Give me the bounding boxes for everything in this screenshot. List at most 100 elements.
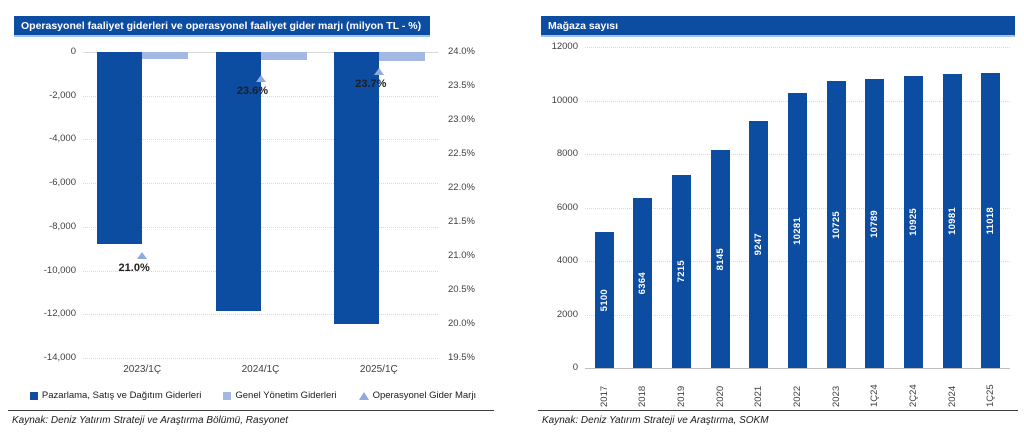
store-count-bar: 10281 xyxy=(788,92,807,368)
gridline xyxy=(83,314,438,316)
bar-genel-yonetim xyxy=(260,52,307,61)
right-chart-source: Kaynak: Deniz Yatırım Strateji ve Araştı… xyxy=(542,415,769,426)
store-count-bar: 10725 xyxy=(826,81,846,368)
legend-label: Genel Yönetim Giderleri xyxy=(235,390,337,401)
x-axis-year-label: 2019 xyxy=(673,373,691,407)
x-axis-year-label-text: 2021 xyxy=(753,385,765,407)
x-axis-year-label: 2017 xyxy=(595,373,613,407)
x-axis-year-label-text: 2023 xyxy=(830,385,842,407)
store-count-bar: 9247 xyxy=(749,120,769,368)
gridline xyxy=(83,226,438,228)
x-axis-year-label: 2024 xyxy=(943,373,961,407)
store-count-bar: 7215 xyxy=(672,174,692,368)
legend-label: Pazarlama, Satış ve Dağıtım Giderleri xyxy=(41,390,202,401)
x-axis-year-label: 2Ç24 xyxy=(904,373,922,407)
bar-pazarlama-satis-dagitim xyxy=(333,52,379,325)
left-axis-tick-label: -8,000 xyxy=(49,220,76,232)
x-axis-year-label-text: 2018 xyxy=(637,385,649,407)
right-axis-tick-label: 23.5% xyxy=(448,80,475,91)
store-count-value-label: 10725 xyxy=(830,210,842,239)
x-axis-year-label: 2018 xyxy=(634,373,652,407)
right-axis-tick-label: 20.5% xyxy=(448,284,475,295)
right-axis-tick-label: 22.5% xyxy=(448,148,475,159)
x-axis-year-label: 1Ç24 xyxy=(866,373,884,407)
left-panel-divider xyxy=(8,410,494,411)
bar-genel-yonetim xyxy=(378,52,425,62)
x-axis-year-label: 2022 xyxy=(789,373,807,407)
x-axis-year-label-text: 1Ç25 xyxy=(985,384,997,407)
operasyonel-gider-marji-marker-icon xyxy=(255,75,266,83)
legend-item-genel-yonetim: Genel Yönetim Giderleri xyxy=(223,390,337,401)
x-axis-year-label-text: 2024 xyxy=(946,385,958,407)
left-axis-tick-label: -14,000 xyxy=(43,352,76,363)
store-count-bar: 11018 xyxy=(981,73,1001,368)
x-axis-year-label: 2023 xyxy=(827,373,845,407)
right-axis-tick-label: 21.0% xyxy=(448,250,475,261)
light-blue-square-icon xyxy=(223,391,232,400)
bar-pazarlama-satis-dagitim xyxy=(215,52,261,311)
operasyonel-gider-marji-marker-icon xyxy=(137,252,148,259)
y-axis-tick-label: 2000 xyxy=(556,308,578,320)
store-count-value-label: 7215 xyxy=(676,260,688,283)
x-axis-line xyxy=(585,368,1010,369)
bar-pazarlama-satis-dagitim xyxy=(97,52,143,245)
x-axis-year-label-text: 2019 xyxy=(676,385,688,407)
store-count-value-label: 9247 xyxy=(753,233,765,256)
legend-label: Operasyonel Gider Marjı xyxy=(372,390,477,401)
legend-item-marj: Operasyonel Gider Marjı xyxy=(358,390,477,401)
y-axis-tick-label: 12000 xyxy=(551,41,578,52)
store-count-value-label: 11018 xyxy=(985,206,997,235)
y-axis-tick-label: 0 xyxy=(572,362,578,373)
marker-value-label: 21.0% xyxy=(118,262,150,274)
right-axis-tick-label: 23.0% xyxy=(448,114,475,125)
left-chart-legend: Pazarlama, Satış ve Dağıtım Giderleri Ge… xyxy=(8,390,498,401)
store-count-bar: 10925 xyxy=(903,75,923,368)
y-axis-tick-label: 10000 xyxy=(551,94,578,106)
bar-genel-yonetim xyxy=(142,52,189,59)
store-count-value-label: 10981 xyxy=(946,207,958,236)
store-count-value-label: 6364 xyxy=(637,271,649,295)
right-axis-tick-label: 21.5% xyxy=(448,216,475,227)
right-panel-divider xyxy=(538,410,1018,411)
gridline xyxy=(83,358,438,359)
right-chart-title: Mağaza sayısı xyxy=(541,16,1015,37)
marker-value-label: 23.7% xyxy=(355,78,387,91)
left-axis-tick-label: -12,000 xyxy=(43,308,76,320)
left-axis-tick-label: 0 xyxy=(70,46,76,57)
store-count-bar: 10981 xyxy=(942,74,962,368)
x-axis-year-label: 2021 xyxy=(750,373,768,407)
gridline xyxy=(585,47,1010,48)
x-axis-year-label-text: 2022 xyxy=(792,385,803,407)
gridline xyxy=(83,183,438,185)
left-chart-source: Kaynak: Deniz Yatırım Strateji ve Araştı… xyxy=(12,415,289,426)
store-count-value-label: 10281 xyxy=(792,216,803,245)
dark-blue-square-icon xyxy=(29,391,38,400)
x-axis-year-label-text: 2020 xyxy=(714,385,726,407)
store-count-value-label: 8145 xyxy=(714,247,726,271)
store-count-value-label: 10925 xyxy=(907,207,919,236)
store-count-value-label: 5100 xyxy=(598,288,610,311)
right-axis-tick-label: 22.0% xyxy=(448,182,475,193)
gridline xyxy=(83,270,438,272)
x-axis-year-label-text: 1Ç24 xyxy=(869,384,881,407)
y-axis-tick-label: 6000 xyxy=(556,201,578,213)
store-count-value-label: 10789 xyxy=(869,209,881,238)
x-axis-category-label: 2023/1Ç xyxy=(123,364,162,375)
x-axis-year-label: 2020 xyxy=(711,373,729,407)
left-chart-title: Operasyonel faaliyet giderleri ve operas… xyxy=(14,16,430,37)
right-axis-tick-label: 20.0% xyxy=(448,318,475,329)
legend-item-pazarlama: Pazarlama, Satış ve Dağıtım Giderleri xyxy=(29,390,202,401)
x-axis-category-label: 2025/1Ç xyxy=(359,364,398,375)
gridline xyxy=(83,95,438,97)
left-axis-tick-label: -4,000 xyxy=(49,133,76,145)
operating-expenses-chart-panel: Operasyonel faaliyet giderleri ve operas… xyxy=(8,0,498,448)
store-count-chart-panel: Mağaza sayısı Kaynak: Deniz Yatırım Stra… xyxy=(530,0,1024,448)
left-axis-tick-label: -6,000 xyxy=(49,177,76,189)
triangle-marker-icon xyxy=(358,391,369,400)
x-axis-year-label-text: 2Ç24 xyxy=(907,384,919,407)
left-axis-tick-label: -10,000 xyxy=(43,264,76,276)
y-axis-tick-label: 8000 xyxy=(556,148,578,159)
y-axis-tick-label: 4000 xyxy=(556,255,578,266)
store-count-bar: 5100 xyxy=(594,231,614,368)
x-axis-year-label: 1Ç25 xyxy=(982,373,1000,407)
